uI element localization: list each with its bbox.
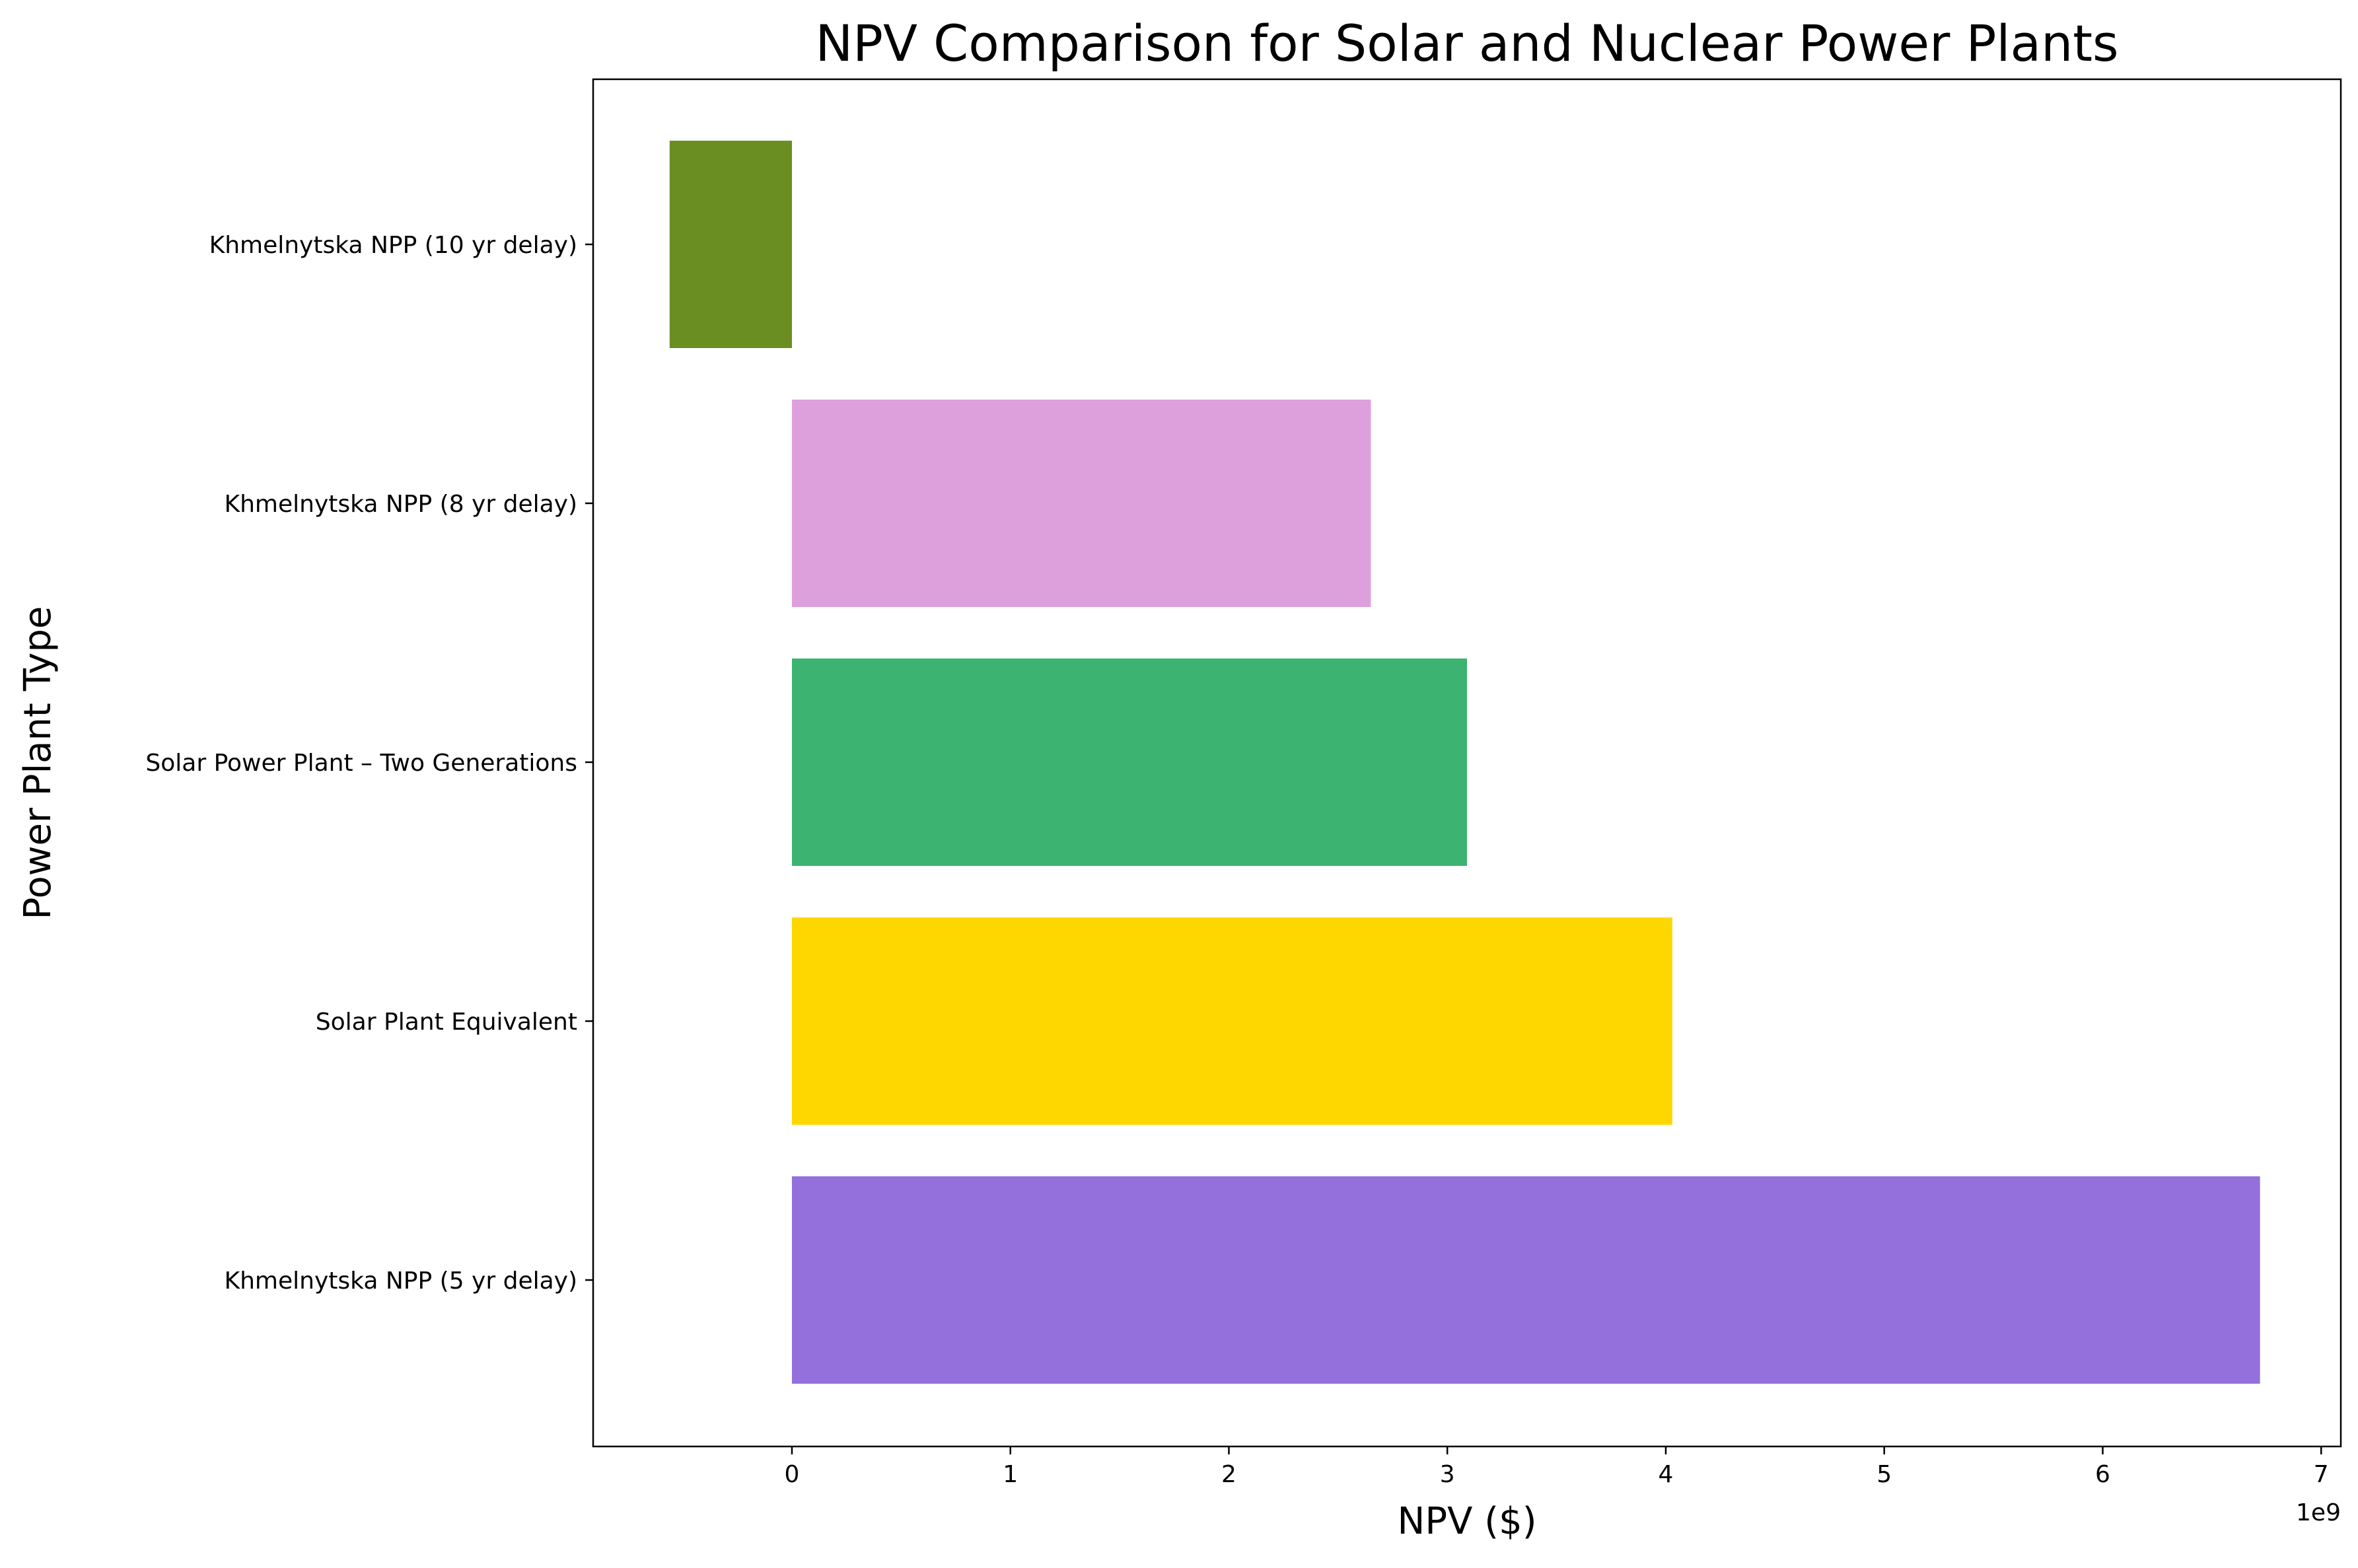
- bar-1: [669, 141, 792, 348]
- x-axis-label: NPV ($): [1397, 1500, 1536, 1543]
- x-axis-offset-label: 1e9: [2296, 1499, 2341, 1526]
- x-tick-label: 6: [2095, 1461, 2110, 1488]
- y-axis-label: Power Plant Type: [17, 606, 59, 920]
- plot-area-frame: [592, 78, 2342, 1448]
- x-tick-label: 3: [1440, 1461, 1455, 1488]
- x-tick-label: 1: [1003, 1461, 1018, 1488]
- y-tick-label: Solar Power Plant – Two Generations: [145, 750, 577, 777]
- x-tick-label: 7: [2314, 1461, 2329, 1488]
- x-axis-ticks: 0 1 2 3 4 5 6 7: [785, 1446, 2329, 1488]
- y-tick-label: Khmelnytska NPP (10 yr delay): [209, 232, 577, 259]
- y-axis-ticks: Khmelnytska NPP (10 yr delay) Khmelnytska…: [145, 232, 593, 1295]
- x-tick-label: 5: [1876, 1461, 1892, 1488]
- y-tick-label: Solar Plant Equivalent: [316, 1009, 577, 1036]
- x-tick-label: 2: [1221, 1461, 1236, 1488]
- x-tick-label: 0: [785, 1461, 800, 1488]
- chart-title: NPV Comparison for Solar and Nuclear Pow…: [815, 14, 2118, 73]
- bar-3: [791, 659, 1467, 866]
- bar-5: [791, 1176, 2260, 1384]
- bar-4: [791, 917, 1672, 1125]
- x-tick-label: 4: [1659, 1461, 1674, 1488]
- bars-group: [669, 141, 2260, 1384]
- bar-2: [791, 400, 1371, 607]
- y-tick-label: Khmelnytska NPP (8 yr delay): [225, 491, 578, 518]
- y-tick-label: Khmelnytska NPP (5 yr delay): [225, 1267, 578, 1295]
